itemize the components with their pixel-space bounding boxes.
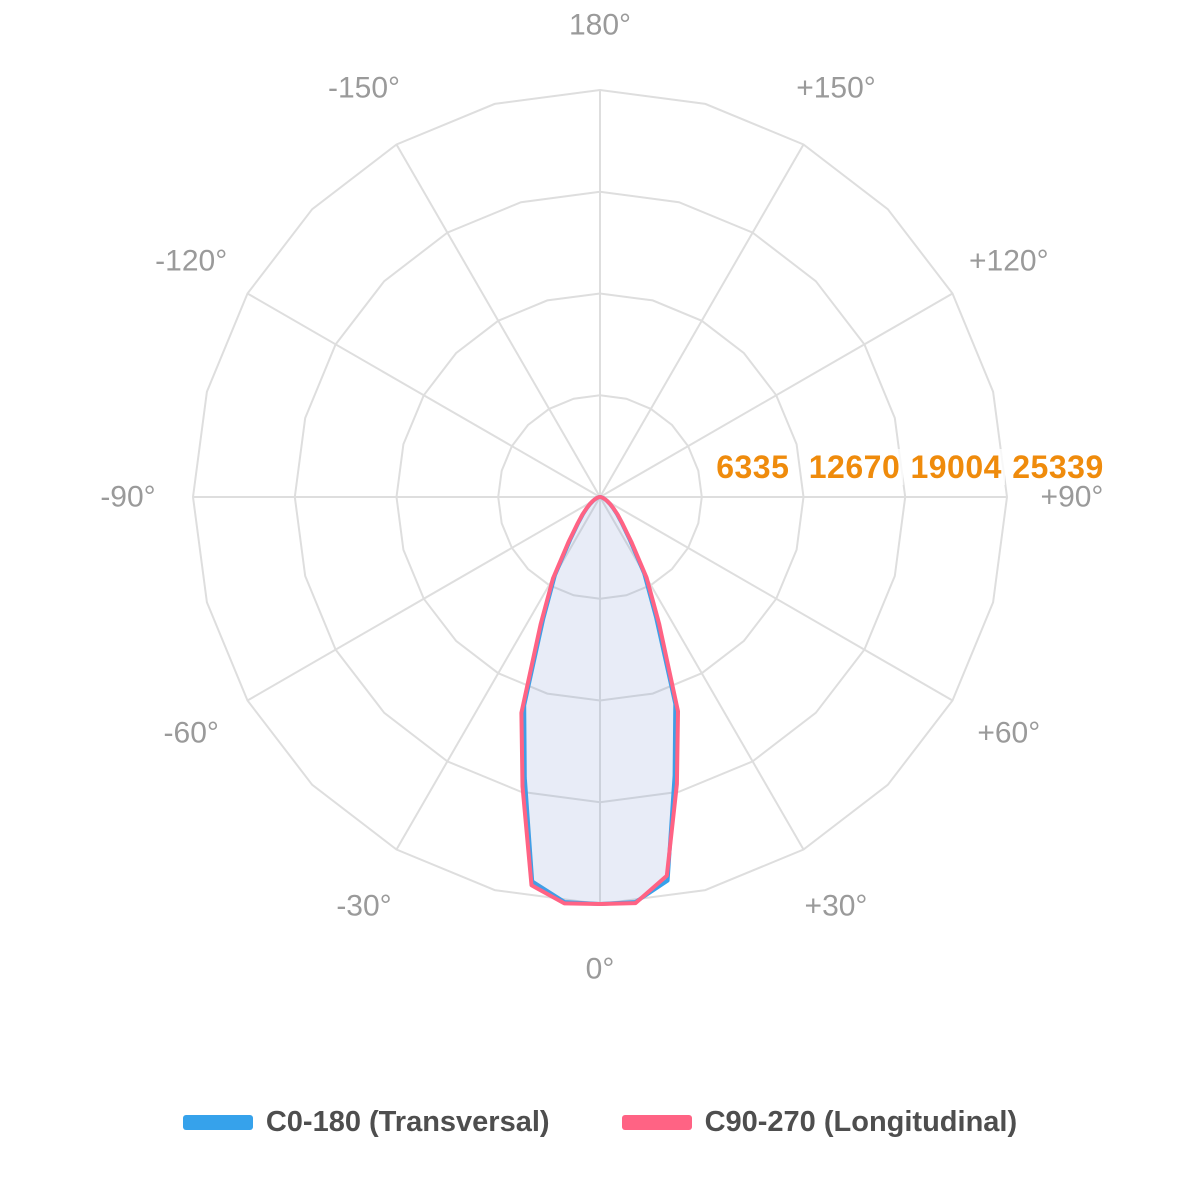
polar-grid xyxy=(191,88,1009,906)
grid-spoke-120 xyxy=(599,292,953,498)
radial-tick-12670: 12670 xyxy=(809,449,900,485)
angle-label-150: +150° xyxy=(796,72,876,105)
angle-label--60: -60° xyxy=(164,717,219,750)
radial-tick-backdrop xyxy=(1009,449,1107,485)
legend-swatch-c0-180 xyxy=(182,1115,253,1130)
angle-label-180: 180° xyxy=(569,9,631,42)
angle-label-120: +120° xyxy=(969,245,1049,278)
radial-tick-19004: 19004 xyxy=(910,449,1001,485)
chart-legend: C0-180 (Transversal) C90-270 (Longitudina… xyxy=(0,1106,1200,1139)
legend-swatch-c90-270 xyxy=(621,1115,692,1130)
angle-labels: 0° +30° +60° +90° +120° +150° 180° -150° -120° -9… xyxy=(100,9,1103,986)
angle-label-60: +60° xyxy=(977,717,1040,750)
grid-spoke-60 xyxy=(599,496,953,702)
grid-spoke-300 xyxy=(247,496,601,702)
legend-label: C0-180 (Transversal) xyxy=(265,1106,550,1138)
radial-tick-25339: 25339 xyxy=(1012,449,1103,485)
grid-spoke-30 xyxy=(599,496,805,850)
angle-label--90: -90° xyxy=(100,481,155,514)
radial-tick-backdrop xyxy=(805,449,904,485)
series-curve-c90-270 xyxy=(519,495,680,906)
angle-label-0: 0° xyxy=(586,953,615,986)
radial-tick-labels: 6335 12670 19004 25339 xyxy=(712,449,1107,485)
angle-label--120: -120° xyxy=(155,245,227,278)
grid-spoke-240 xyxy=(247,292,601,498)
legend-item-c90-270[interactable]: C90-270 (Longitudinal) xyxy=(621,1106,1018,1139)
angle-label--30: -30° xyxy=(336,889,391,922)
angle-label-30: +30° xyxy=(805,889,868,922)
grid-spoke-330 xyxy=(395,496,601,850)
legend-item-c0-180[interactable]: C0-180 (Transversal) xyxy=(182,1106,550,1139)
radial-tick-backdrop xyxy=(907,449,1005,485)
radial-tick-backdrop xyxy=(712,449,793,485)
radial-tick-6335: 6335 xyxy=(716,449,789,485)
grid-spoke-150 xyxy=(599,144,805,498)
grid-spoke-210 xyxy=(395,144,601,498)
angle-label--150: -150° xyxy=(328,72,400,105)
series-curves xyxy=(519,495,680,906)
angle-label-90: +90° xyxy=(1041,481,1104,514)
legend-label: C90-270 (Longitudinal) xyxy=(704,1106,1018,1138)
